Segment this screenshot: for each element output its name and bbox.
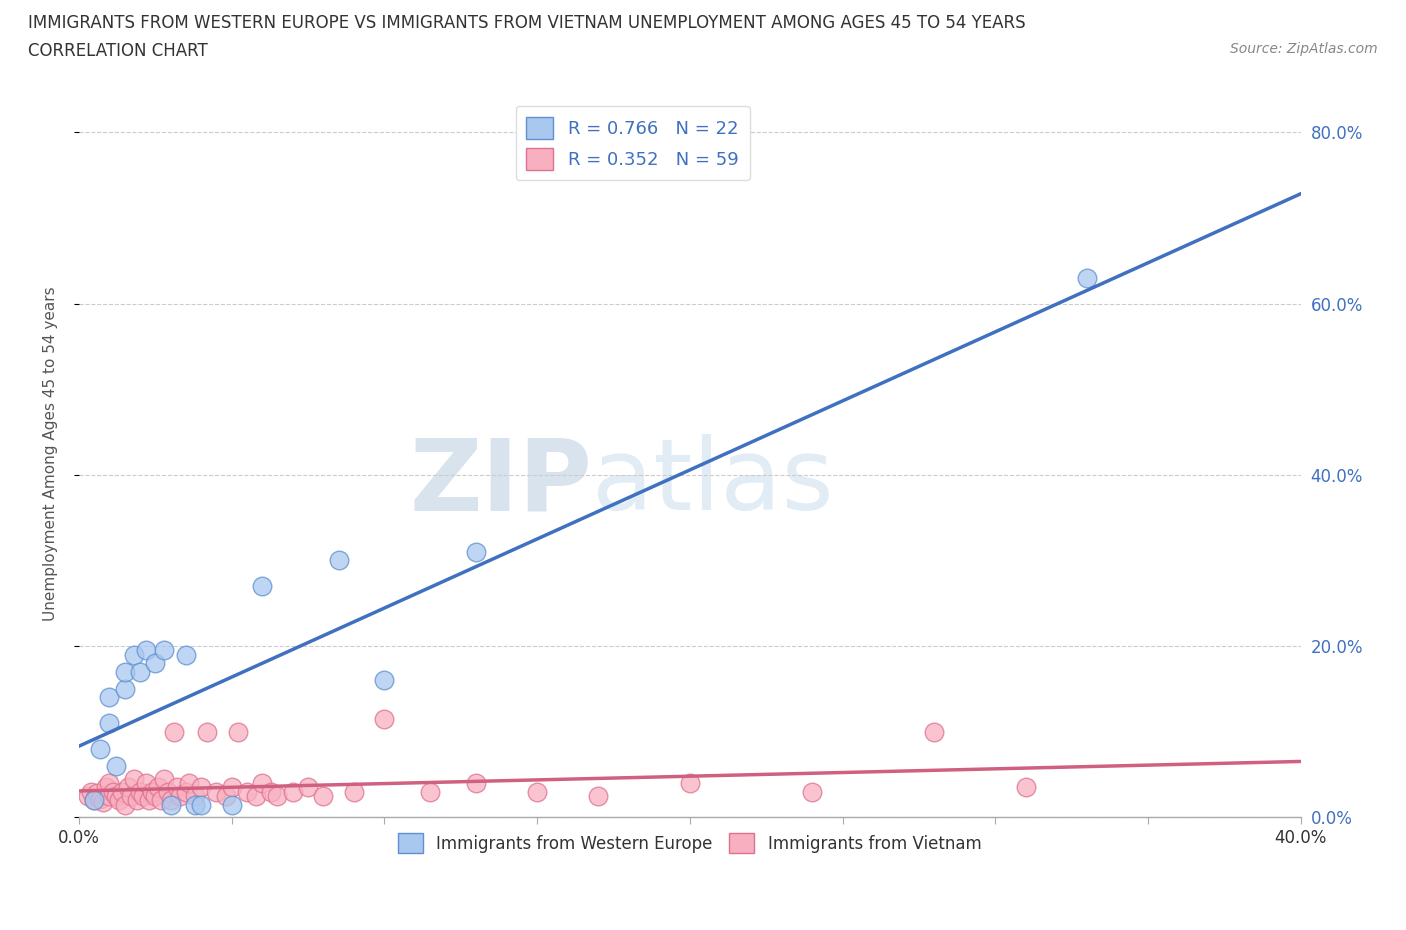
Point (205, 784, 228, 799)
Point (89, 791, 111, 806)
Point (159, 793, 181, 808)
Point (120, 789, 142, 804)
Point (89, 741, 111, 756)
Point (250, 578, 273, 593)
Point (1076, 271, 1098, 286)
Point (77, 789, 100, 804)
Point (177, 776, 200, 790)
Point (138, 793, 160, 808)
Point (111, 784, 134, 799)
Point (266, 789, 288, 804)
Point (801, 784, 824, 799)
Point (166, 780, 188, 795)
Point (93, 794, 115, 809)
Point (104, 759, 127, 774)
Point (104, 789, 127, 804)
Point (250, 776, 273, 790)
Point (260, 784, 283, 799)
Point (129, 784, 152, 799)
Point (156, 784, 179, 799)
Point (148, 780, 170, 795)
Point (195, 724, 218, 739)
Point (343, 784, 366, 799)
Point (419, 784, 441, 799)
Point (297, 780, 319, 795)
Point (169, 789, 191, 804)
Text: ZIP: ZIP (409, 434, 592, 531)
Point (174, 784, 197, 799)
Text: atlas: atlas (592, 434, 834, 531)
Point (135, 643, 157, 658)
Text: IMMIGRANTS FROM WESTERN EUROPE VS IMMIGRANTS FROM VIETNAM UNEMPLOYMENT AMONG AGE: IMMIGRANTS FROM WESTERN EUROPE VS IMMIGR… (28, 14, 1026, 32)
Point (86, 786, 108, 801)
Point (143, 789, 166, 804)
Point (98, 776, 121, 790)
Point (526, 784, 548, 799)
Point (83, 793, 105, 808)
Point (679, 776, 702, 790)
Point (373, 711, 395, 726)
Point (117, 780, 139, 795)
Point (114, 682, 136, 697)
Point (135, 776, 157, 790)
Point (922, 724, 945, 739)
Point (98, 789, 121, 804)
Point (83, 793, 105, 808)
Point (465, 776, 488, 790)
Point (98, 690, 121, 705)
Point (159, 797, 181, 812)
Point (143, 656, 166, 671)
Point (114, 664, 136, 679)
Point (125, 793, 148, 808)
Point (221, 780, 243, 795)
Point (214, 789, 236, 804)
Point (122, 647, 145, 662)
Point (373, 673, 395, 688)
Point (98, 716, 121, 731)
Point (236, 784, 259, 799)
Point (80, 784, 103, 799)
Point (586, 789, 609, 804)
Point (107, 793, 129, 808)
Point (328, 553, 350, 568)
Text: CORRELATION CHART: CORRELATION CHART (28, 42, 208, 60)
Point (114, 797, 136, 812)
Point (150, 793, 173, 808)
Point (281, 784, 304, 799)
Point (184, 797, 207, 812)
Point (184, 789, 207, 804)
Legend: Immigrants from Western Europe, Immigrants from Vietnam: Immigrants from Western Europe, Immigran… (391, 827, 988, 860)
Point (141, 784, 163, 799)
Y-axis label: Unemployment Among Ages 45 to 54 years: Unemployment Among Ages 45 to 54 years (44, 286, 58, 620)
Point (245, 789, 267, 804)
Point (465, 544, 488, 559)
Point (153, 643, 176, 658)
Point (221, 797, 243, 812)
Point (226, 724, 249, 739)
Point (132, 789, 155, 804)
Point (162, 724, 184, 739)
Point (1015, 780, 1038, 795)
Point (312, 789, 335, 804)
Point (153, 771, 176, 786)
Point (122, 771, 145, 786)
Point (96, 780, 118, 795)
Point (174, 647, 197, 662)
Point (129, 664, 152, 679)
Text: Source: ZipAtlas.com: Source: ZipAtlas.com (1230, 42, 1378, 56)
Point (101, 784, 124, 799)
Point (190, 780, 212, 795)
Point (190, 797, 212, 812)
